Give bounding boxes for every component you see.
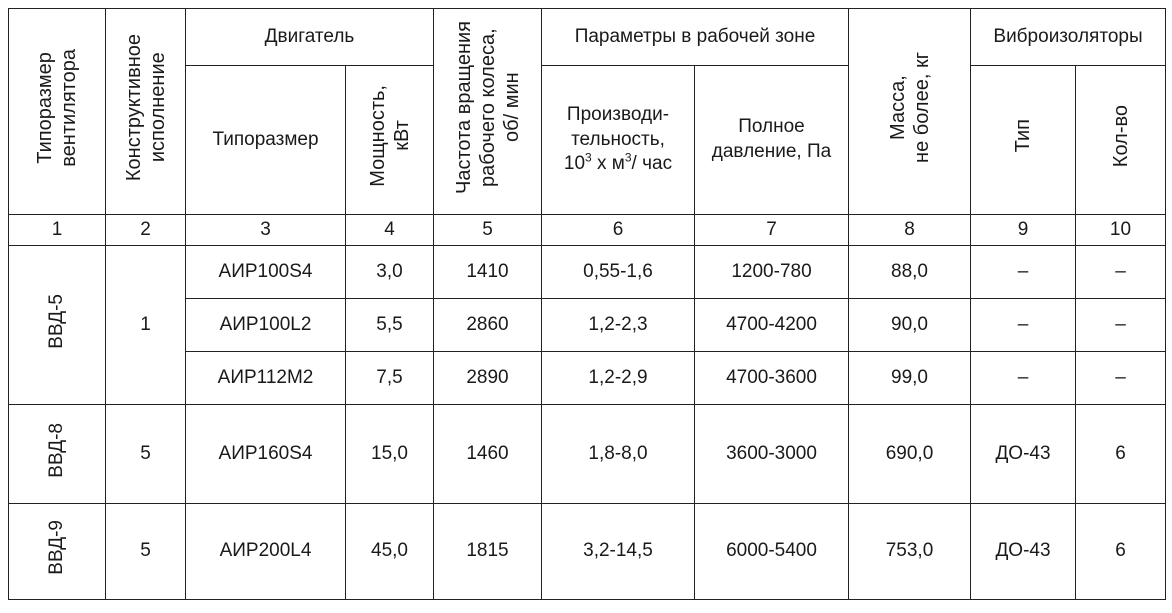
column-number: 9 — [970, 214, 1076, 246]
engine-cell: АИР160S4 — [185, 404, 346, 504]
header-fan-size: Типоразмер вентилятора — [8, 8, 106, 215]
column-number: 6 — [541, 214, 695, 246]
fan-size-cell: ВВД-5 — [8, 245, 106, 405]
pressure-cell: 1200-780 — [694, 245, 849, 299]
mass-cell: 690,0 — [848, 404, 971, 504]
execution-cell: 5 — [105, 503, 186, 600]
column-number: 5 — [433, 214, 542, 246]
power-cell: 7,5 — [345, 351, 434, 405]
power-cell: 3,0 — [345, 245, 434, 299]
table-row: АИР100L2 5,5 2860 1,2-2,3 4700-4200 90,0… — [9, 298, 1166, 352]
capacity-cell: 1,2-2,9 — [541, 351, 695, 405]
engine-cell: АИР112М2 — [185, 351, 346, 405]
capacity-unit-sup: 3 — [585, 151, 592, 166]
table-row: ВВД-8 5 АИР160S4 15,0 1460 1,8-8,0 3600-… — [8, 404, 1166, 504]
vibro-count-cell: 6 — [1075, 404, 1166, 504]
power-cell: 15,0 — [345, 404, 434, 504]
mass-cell: 753,0 — [848, 503, 971, 600]
rpm-cell: 2860 — [433, 298, 542, 352]
capacity-cell: 1,8-8,0 — [541, 404, 695, 504]
column-number: 3 — [185, 214, 346, 246]
table-row: ВВД-9 5 АИР200L4 45,0 1815 3,2-14,5 6000… — [8, 503, 1166, 600]
column-number: 4 — [345, 214, 434, 246]
pressure-cell: 6000-5400 — [694, 503, 849, 600]
column-number: 2 — [105, 214, 186, 246]
vibro-type-cell: ДО-43 — [970, 404, 1076, 504]
capacity-cell: 1,2-2,3 — [541, 298, 695, 352]
header-engine-group: Двигатель — [185, 8, 434, 66]
column-number-row: 1 2 3 4 5 6 7 8 9 10 — [8, 214, 1166, 246]
fan-size-cell: ВВД-8 — [8, 404, 106, 504]
column-number: 8 — [848, 214, 971, 246]
execution-cell: 1 — [105, 245, 186, 405]
column-number: 1 — [8, 214, 106, 246]
header-power: Мощность, кВт — [345, 65, 434, 215]
vibro-type-cell: – — [970, 298, 1076, 352]
engine-cell: АИР200L4 — [185, 503, 346, 600]
fan-size-cell: ВВД-9 — [8, 503, 106, 600]
header-pressure: Полное давление, Па — [694, 65, 849, 215]
header-execution: Конструктивное исполнение — [105, 8, 186, 215]
capacity-unit-end: / час — [631, 153, 673, 175]
fan-spec-table: Типоразмер вентилятора Конструктивное ис… — [8, 8, 1166, 600]
mass-cell: 90,0 — [848, 298, 971, 352]
engine-cell: АИР100L2 — [185, 298, 346, 352]
rpm-cell: 1815 — [433, 503, 542, 600]
execution-cell: 5 — [105, 404, 186, 504]
vibro-type-cell: – — [970, 351, 1076, 405]
header-vibro-group: Виброизоляторы — [970, 8, 1166, 66]
vibro-count-cell: – — [1075, 351, 1166, 405]
vibro-count-cell: – — [1075, 298, 1166, 352]
header-vibro-count: Кол-во — [1075, 65, 1166, 215]
capacity-unit-pre: 10 — [563, 153, 586, 175]
rpm-cell: 2890 — [433, 351, 542, 405]
vibro-count-cell: – — [1075, 245, 1166, 299]
mass-cell: 99,0 — [848, 351, 971, 405]
capacity-cell: 3,2-14,5 — [541, 503, 695, 600]
capacity-line2: тельность, — [571, 128, 665, 150]
power-cell: 5,5 — [345, 298, 434, 352]
table-row: АИР112М2 7,5 2890 1,2-2,9 4700-3600 99,0… — [9, 351, 1166, 405]
capacity-unit-mid: х м — [591, 153, 625, 175]
capacity-line1: Производи- — [566, 103, 670, 125]
header-vibro-type: Тип — [970, 65, 1076, 215]
mass-cell: 88,0 — [848, 245, 971, 299]
header-engine-size: Типоразмер — [185, 65, 346, 215]
capacity-cell: 0,55-1,6 — [541, 245, 695, 299]
vibro-type-cell: – — [970, 245, 1076, 299]
rpm-cell: 1410 — [433, 245, 542, 299]
column-number: 10 — [1075, 214, 1166, 246]
table-row: ВВД-5 1 АИР100S4 3,0 1410 0,55-1,6 1200-… — [8, 245, 1166, 405]
pressure-cell: 4700-4200 — [694, 298, 849, 352]
capacity-unit-sup2: 3 — [624, 151, 632, 166]
header-mass: Масса, не более, кг — [848, 8, 971, 215]
power-cell: 45,0 — [345, 503, 434, 600]
header-capacity: Производи- тельность, 103 х м3/ час — [541, 65, 695, 215]
pressure-cell: 4700-3600 — [694, 351, 849, 405]
column-number: 7 — [694, 214, 849, 246]
vibro-type-cell: ДО-43 — [970, 503, 1076, 600]
vibro-count-cell: 6 — [1075, 503, 1166, 600]
rpm-cell: 1460 — [433, 404, 542, 504]
engine-cell: АИР100S4 — [185, 245, 346, 299]
header-params-group: Параметры в рабочей зоне — [541, 8, 849, 66]
pressure-cell: 3600-3000 — [694, 404, 849, 504]
header-rpm: Частота вращения рабочего колеса, об/ ми… — [433, 8, 542, 215]
